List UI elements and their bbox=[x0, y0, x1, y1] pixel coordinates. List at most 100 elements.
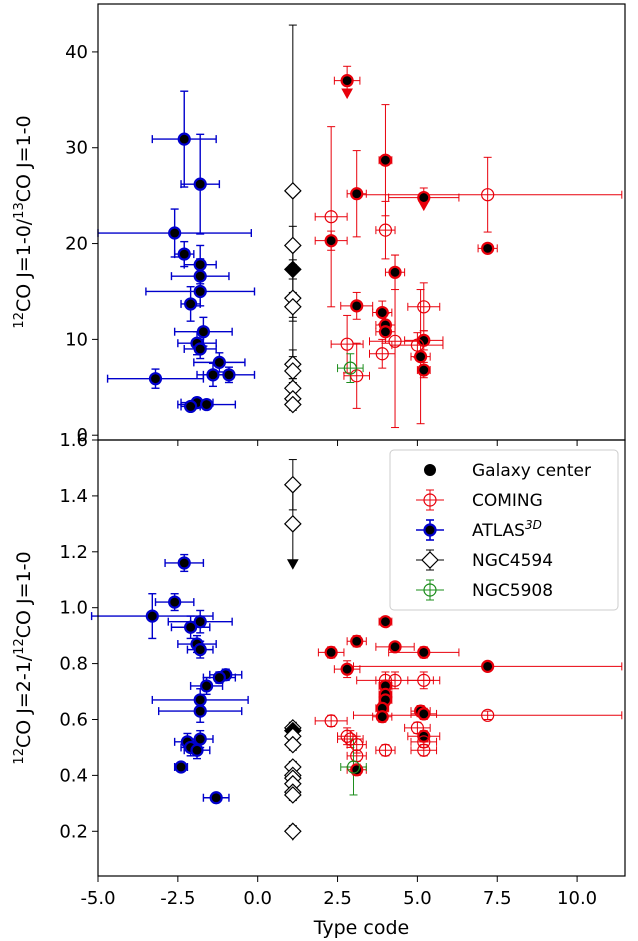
ngc4594-point bbox=[283, 236, 302, 255]
y-tick-label: 30 bbox=[65, 138, 88, 159]
legend-entry-label: NGC4594 bbox=[472, 551, 553, 571]
ngc4594-center-point bbox=[283, 260, 302, 279]
coming-point bbox=[324, 714, 338, 728]
y-axis-label-part: 12 bbox=[12, 638, 27, 655]
atlas3d-point bbox=[177, 247, 191, 261]
upper-limit-arrow bbox=[341, 88, 353, 100]
y-axis-label-part: CO J=1-0/ bbox=[13, 218, 35, 312]
y-tick-label: 0.6 bbox=[59, 709, 88, 730]
coming-point bbox=[417, 735, 431, 749]
atlas3d-point bbox=[145, 609, 159, 623]
atlas3d-point bbox=[199, 397, 214, 412]
coming-point bbox=[417, 300, 431, 314]
x-tick-label: -5.0 bbox=[80, 888, 115, 909]
coming-point bbox=[375, 347, 389, 361]
coming-point bbox=[340, 729, 354, 743]
y-tick-label: 10 bbox=[65, 329, 88, 350]
coming-point bbox=[410, 721, 424, 735]
coming-point bbox=[378, 743, 393, 757]
legend-entry-label: COMING bbox=[472, 491, 543, 511]
y-axis-label-part: 13 bbox=[12, 202, 27, 219]
atlas3d-point bbox=[174, 760, 188, 774]
atlas3d-point bbox=[168, 595, 182, 609]
atlas3d-point bbox=[212, 355, 226, 369]
x-axis-label: Type code bbox=[313, 917, 410, 939]
coming-center-point bbox=[350, 299, 364, 313]
ngc4594-point bbox=[283, 735, 302, 754]
atlas3d-point bbox=[193, 342, 207, 356]
coming-point bbox=[388, 673, 402, 687]
ngc4594-point bbox=[283, 297, 302, 316]
coming-point bbox=[340, 337, 354, 351]
legend-entry-label: ATLAS3D bbox=[472, 518, 542, 541]
y-axis-label-part: CO J=2-1/ bbox=[13, 654, 35, 748]
coming-center-point bbox=[350, 763, 364, 777]
y-tick-label: 40 bbox=[65, 42, 88, 63]
coming-center-point bbox=[378, 325, 393, 339]
legend-entry-label: NGC5908 bbox=[472, 581, 553, 601]
y-tick-label: 1.4 bbox=[59, 486, 88, 507]
x-tick-label: 2.5 bbox=[323, 888, 352, 909]
coming-point bbox=[417, 673, 431, 687]
atlas3d-point bbox=[196, 325, 210, 339]
legend-box bbox=[389, 449, 619, 611]
y-axis-label-part: 12 bbox=[12, 312, 27, 329]
upper-limit-arrow bbox=[286, 559, 299, 570]
coming-center-point bbox=[481, 241, 495, 255]
y-tick-label: 0 bbox=[77, 425, 88, 446]
atlas3d-point bbox=[193, 284, 207, 299]
top-y-axis-label: 12CO J=1-0/13CO J=1-0 bbox=[12, 115, 35, 328]
y-axis-label-part: 12 bbox=[12, 748, 27, 765]
coming-center-point bbox=[340, 662, 354, 676]
legend-entry-label: Galaxy center bbox=[472, 461, 591, 481]
coming-center-point bbox=[388, 640, 402, 654]
coming-center-point bbox=[340, 74, 354, 88]
coming-center-point bbox=[417, 190, 431, 205]
bottom-panel-frame bbox=[97, 439, 626, 877]
atlas3d-point bbox=[190, 743, 204, 757]
legend: Galaxy center COMING ATLAS3D NGC4594 NGC5908 bbox=[389, 449, 619, 611]
y-tick-label: 1.0 bbox=[59, 598, 88, 619]
coming-point bbox=[481, 188, 495, 202]
error-bar-layer bbox=[90, 24, 623, 841]
ngc4594-point bbox=[283, 475, 302, 494]
y-tick-label: 0.8 bbox=[59, 654, 88, 675]
y-tick-label: 0.2 bbox=[59, 821, 88, 842]
x-tick-label: -2.5 bbox=[160, 888, 195, 909]
coming-center-point bbox=[324, 645, 338, 660]
coming-point bbox=[417, 743, 431, 757]
atlas3d-point bbox=[184, 399, 198, 414]
coming-point bbox=[324, 210, 338, 224]
ngc4594-point bbox=[283, 822, 302, 841]
marker-layer bbox=[145, 74, 495, 841]
coming-center-point bbox=[417, 707, 431, 721]
atlas3d-point bbox=[193, 258, 207, 272]
x-tick-label: 10.0 bbox=[557, 888, 597, 909]
coming-point bbox=[350, 738, 364, 752]
coming-point bbox=[388, 334, 402, 348]
coming-point bbox=[481, 708, 495, 722]
coming-center-point bbox=[417, 363, 431, 377]
coming-center-point bbox=[350, 634, 364, 648]
coming-center-point bbox=[378, 615, 393, 629]
atlas3d-point bbox=[209, 791, 223, 805]
x-tick-label: 5.0 bbox=[403, 888, 432, 909]
atlas3d-point bbox=[193, 615, 207, 629]
atlas3d-point bbox=[184, 297, 198, 311]
coming-center-point bbox=[375, 710, 389, 724]
coming-point bbox=[350, 369, 364, 383]
y-tick-label: 1.2 bbox=[59, 542, 88, 563]
atlas3d-point bbox=[193, 177, 207, 191]
atlas3d-point bbox=[177, 132, 191, 146]
atlas3d-point bbox=[212, 670, 226, 685]
y-tick-label: 0.4 bbox=[59, 765, 88, 786]
atlas3d-point bbox=[423, 523, 437, 537]
atlas3d-point bbox=[168, 226, 182, 240]
atlas3d-point bbox=[206, 368, 220, 382]
coming-center-point bbox=[388, 265, 402, 279]
atlas3d-point bbox=[193, 732, 207, 746]
x-tick-label: 0.0 bbox=[243, 888, 272, 909]
top-panel-frame bbox=[97, 3, 626, 441]
atlas3d-point bbox=[184, 620, 198, 634]
